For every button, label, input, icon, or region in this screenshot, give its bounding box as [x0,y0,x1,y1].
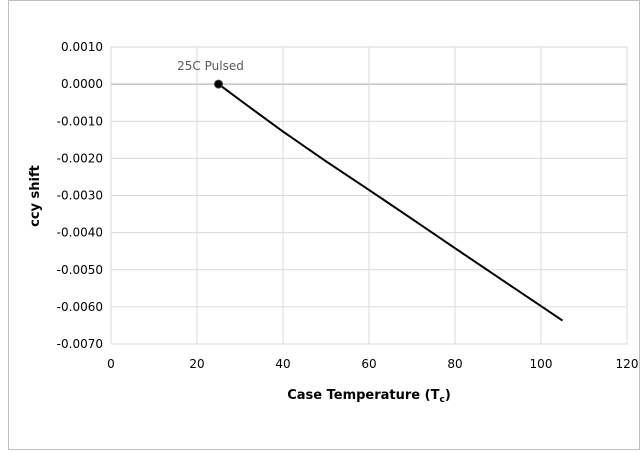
y-tick-label: -0.0040 [57,226,103,240]
annotations: 25C Pulsed [177,59,244,89]
x-tick-label: 40 [275,357,290,371]
x-tick-labels: 0 20 40 60 80 100 120 [107,357,638,371]
x-tick-label: 80 [447,357,462,371]
grid [110,46,628,345]
x-tick-label: 0 [107,357,115,371]
x-axis-title: Case Temperature (Tc) [287,388,451,405]
annotation-label: 25C Pulsed [177,59,244,73]
y-tick-label: 0.0000 [61,77,103,91]
y-tick-label: -0.0030 [57,189,103,203]
y-tick-label: -0.0070 [57,337,103,351]
y-tick-label: -0.0020 [57,151,103,165]
x-tick-label: 120 [616,357,639,371]
y-tick-label: -0.0060 [57,300,103,314]
y-tick-label: 0.0010 [61,40,103,54]
point-marker [214,79,223,89]
y-tick-label: -0.0050 [57,263,103,277]
series-line [217,83,564,322]
x-tick-label: 60 [361,357,376,371]
y-axis-title: ccy shift [28,165,43,227]
line-chart: 0.0010 0.0000 -0.0010 -0.0020 -0.0030 -0.0040… [28,40,638,405]
y-tick-labels: 0.0010 0.0000 -0.0010 -0.0020 -0.0030 -0.0040… [57,40,103,351]
x-tick-label: 20 [189,357,204,371]
x-tick-label: 100 [530,357,553,371]
series [217,83,564,322]
chart-frame: 0.0010 0.0000 -0.0010 -0.0020 -0.0030 -0.0040… [8,0,640,450]
y-tick-label: -0.0010 [57,114,103,128]
